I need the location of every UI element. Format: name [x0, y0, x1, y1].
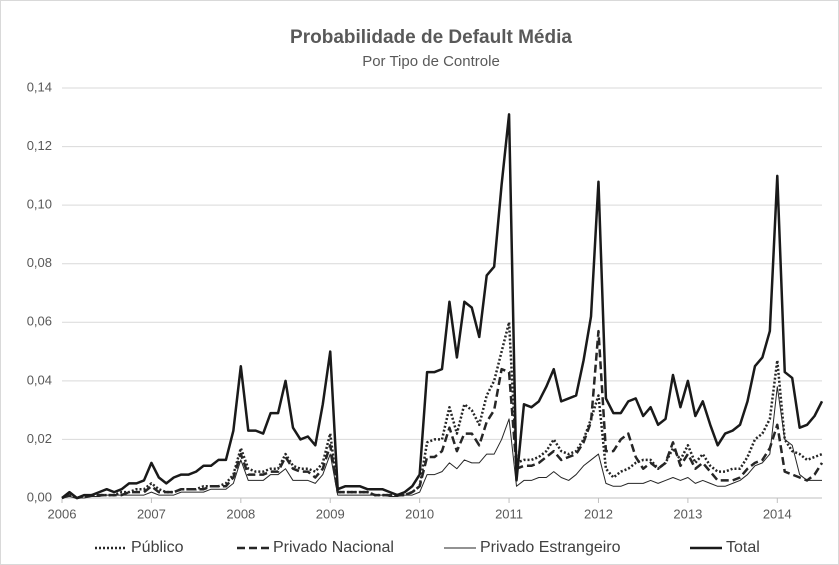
chart-subtitle: Por Tipo de Controle: [362, 53, 500, 70]
x-tick-label: 2009: [316, 506, 345, 521]
y-tick-label: 0,12: [27, 138, 52, 153]
series-line: [61, 386, 822, 499]
y-tick-label: 0,06: [27, 314, 52, 329]
y-tick-label: 0,04: [27, 372, 52, 387]
legend-label: Público: [131, 539, 184, 556]
x-tick-label: 2007: [137, 506, 166, 521]
legend-label: Privado Estrangeiro: [480, 539, 621, 556]
x-tick-label: 2013: [673, 506, 702, 521]
y-tick-label: 0,00: [27, 489, 52, 504]
legend-label: Privado Nacional: [273, 539, 394, 556]
x-tick-label: 2014: [763, 506, 792, 521]
x-tick-label: 2012: [584, 506, 613, 521]
y-tick-label: 0,02: [27, 431, 52, 446]
series-line: [61, 329, 824, 500]
legend-label: Total: [726, 539, 760, 556]
y-tick-label: 0,14: [27, 79, 52, 94]
y-tick-label: 0,10: [27, 197, 52, 212]
x-tick-label: 2008: [226, 506, 255, 521]
x-tick-label: 2006: [48, 506, 77, 521]
x-tick-label: 2011: [495, 506, 523, 521]
x-tick-label: 2010: [405, 506, 434, 521]
y-tick-label: 0,08: [27, 255, 52, 270]
chart-title: Probabilidade de Default Média: [290, 27, 572, 48]
series-line: [61, 113, 824, 500]
